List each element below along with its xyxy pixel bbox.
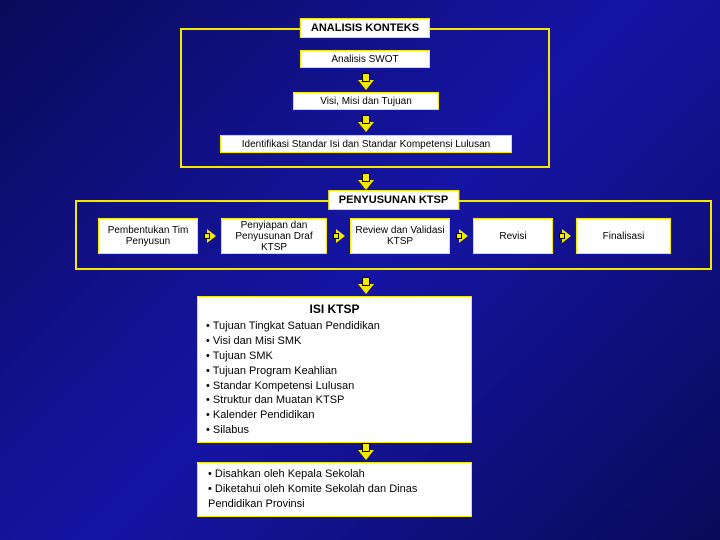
step-2-label: Penyiapan dan Penyusunan Draf KTSP — [222, 220, 326, 253]
panel1-title: ANALISIS KONTEKS — [300, 18, 430, 38]
isi-item: Standar Kompetensi Lulusan — [206, 379, 463, 394]
step-2: Penyiapan dan Penyusunan Draf KTSP — [221, 218, 327, 254]
box-swot-label: Analisis SWOT — [331, 54, 398, 65]
approval-item: • Disahkan oleh Kepala Sekolah — [208, 467, 463, 482]
isi-item: Struktur dan Muatan KTSP — [206, 393, 463, 408]
step-3-label: Review dan Validasi KTSP — [351, 225, 449, 247]
isi-item: Tujuan Program Keahlian — [206, 364, 463, 379]
arrow-right-icon — [459, 229, 468, 243]
box-visi: Visi, Misi dan Tujuan — [293, 92, 439, 110]
isi-heading: ISI KTSP — [206, 301, 463, 317]
step-5: Finalisasi — [576, 218, 671, 254]
arrow-down-icon — [358, 180, 374, 190]
arrow-right-icon — [336, 229, 345, 243]
box-standar: Identifikasi Standar Isi dan Standar Kom… — [220, 135, 512, 153]
panel2-title: PENYUSUNAN KTSP — [328, 190, 459, 210]
approval-item-label: Diketahui oleh Komite Sekolah dan Dinas … — [208, 483, 417, 510]
box-approval: • Disahkan oleh Kepala Sekolah • Diketah… — [197, 462, 472, 517]
step-5-label: Finalisasi — [603, 231, 645, 242]
arrow-down-icon — [358, 80, 374, 90]
approval-list: • Disahkan oleh Kepala Sekolah • Diketah… — [206, 467, 463, 512]
step-4-label: Revisi — [499, 231, 526, 242]
arrow-right-icon — [207, 229, 216, 243]
isi-item: Kalender Pendidikan — [206, 408, 463, 423]
step-4: Revisi — [473, 218, 553, 254]
step-1: Pembentukan Tim Penyusun — [98, 218, 198, 254]
arrow-right-icon — [562, 229, 571, 243]
arrow-down-icon — [358, 450, 374, 460]
box-swot: Analisis SWOT — [300, 50, 430, 68]
isi-item: Tujuan SMK — [206, 349, 463, 364]
isi-item: Silabus — [206, 423, 463, 438]
arrow-down-icon — [358, 284, 374, 294]
approval-item-label: Disahkan oleh Kepala Sekolah — [215, 468, 365, 480]
box-standar-label: Identifikasi Standar Isi dan Standar Kom… — [242, 139, 491, 150]
step-3: Review dan Validasi KTSP — [350, 218, 450, 254]
isi-list: Tujuan Tingkat Satuan Pendidikan Visi da… — [206, 319, 463, 438]
isi-item: Tujuan Tingkat Satuan Pendidikan — [206, 319, 463, 334]
step-1-label: Pembentukan Tim Penyusun — [99, 225, 197, 247]
arrow-down-icon — [358, 122, 374, 132]
box-isi-ktsp: ISI KTSP Tujuan Tingkat Satuan Pendidika… — [197, 296, 472, 443]
isi-item: Visi dan Misi SMK — [206, 334, 463, 349]
box-visi-label: Visi, Misi dan Tujuan — [320, 96, 412, 107]
approval-item: • Diketahui oleh Komite Sekolah dan Dina… — [208, 482, 463, 512]
